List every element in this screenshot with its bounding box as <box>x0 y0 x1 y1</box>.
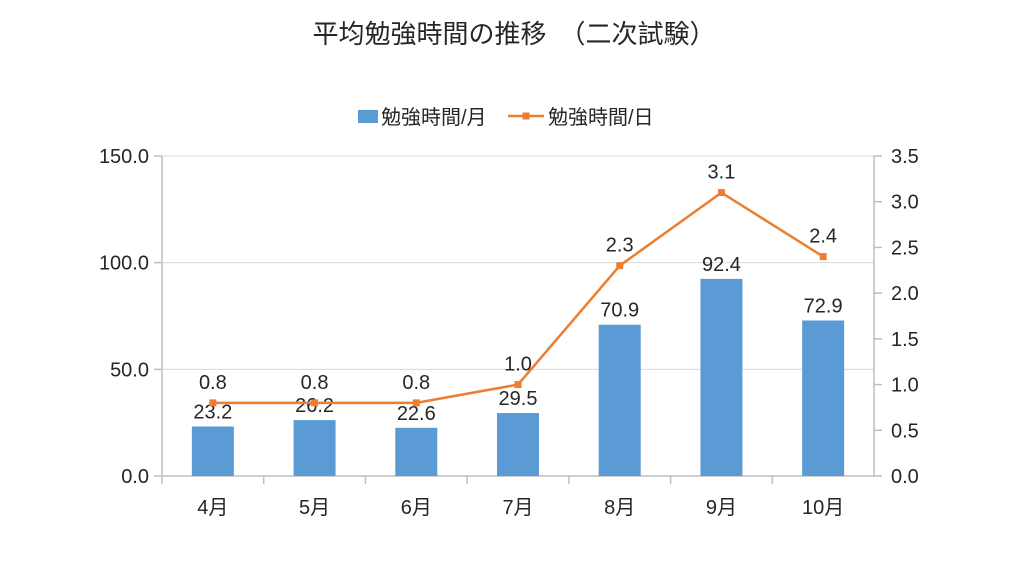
line-marker-icon <box>819 253 827 261</box>
line-value-label: 0.8 <box>402 372 430 394</box>
x-axis-category-label: 9月 <box>706 497 737 519</box>
left-axis-tick-label: 0.0 <box>121 466 149 488</box>
x-axis-category-label: 8月 <box>604 497 635 519</box>
bar-value-label: 23.2 <box>193 402 232 424</box>
left-axis-tick-label: 150.0 <box>99 146 149 168</box>
bar <box>293 420 336 476</box>
line-marker-icon <box>616 262 624 270</box>
gridlines <box>162 155 874 370</box>
bar-series <box>191 278 845 476</box>
line-data-labels: 0.8 0.8 0.8 1.0 2.3 3.1 2.4 <box>199 162 837 394</box>
bar-data-labels: 23.226.222.629.570.992.472.9 <box>193 254 842 425</box>
legend-label-bar-series: 勉強時間/月 <box>381 106 487 129</box>
bar-value-label: 72.9 <box>804 295 843 317</box>
x-axis-category-label: 4月 <box>197 497 228 519</box>
line-marker-icon <box>514 381 522 389</box>
bar-value-label: 22.6 <box>397 403 436 425</box>
right-axis-tick-label: 1.0 <box>891 375 919 397</box>
right-axis-tick-label: 2.0 <box>891 283 919 305</box>
right-axis-tick-label: 3.5 <box>891 146 919 168</box>
bar-value-label: 92.4 <box>702 254 741 276</box>
left-axis-tick-label: 50.0 <box>110 359 149 381</box>
line-marker-icon <box>311 399 319 407</box>
bar <box>497 413 539 476</box>
line-series <box>209 189 827 407</box>
line-value-label: 1.0 <box>504 354 532 376</box>
line-value-label: 0.8 <box>301 372 329 394</box>
legend-label-line-series: 勉強時間/日 <box>548 106 654 129</box>
bar <box>395 427 438 476</box>
right-axis-tick-label: 0.5 <box>891 420 919 442</box>
bar-value-label: 29.5 <box>499 388 538 410</box>
legend: 勉強時間/月 勉強時間/日 <box>358 106 654 129</box>
left-axis-tick-label: 100.0 <box>99 253 149 275</box>
axis-tick-labels: 0.0 50.0 100.0 150.0 0.0 0.5 1.0 1.5 2.0 2.5 3.0 3.… <box>99 146 919 519</box>
bar <box>802 320 845 476</box>
right-axis-tick-label: 3.0 <box>891 192 919 214</box>
line-marker-icon <box>412 399 420 407</box>
bar <box>700 278 743 476</box>
line-value-label: 0.8 <box>199 372 227 394</box>
x-axis-category-label: 5月 <box>299 497 330 519</box>
x-axis-category-label: 10月 <box>802 497 844 519</box>
line-marker-icon <box>717 189 725 197</box>
legend-line-marker-icon <box>522 112 530 120</box>
bar <box>191 426 234 476</box>
line-value-label: 3.1 <box>708 162 736 184</box>
legend-bar-swatch-icon <box>358 110 378 123</box>
x-axis-category-label: 7月 <box>502 497 533 519</box>
bar <box>598 324 641 476</box>
right-axis-tick-label: 2.5 <box>891 237 919 259</box>
line-marker-icon <box>209 399 217 407</box>
x-axis-category-label: 6月 <box>401 497 432 519</box>
line-value-label: 2.4 <box>809 226 837 248</box>
chart-title: 平均勉強時間の推移 （二次試験） <box>312 19 715 49</box>
right-axis-tick-label: 0.0 <box>891 466 919 488</box>
right-axis-tick-label: 1.5 <box>891 329 919 351</box>
line-value-label: 2.3 <box>606 235 634 257</box>
bar-value-label: 70.9 <box>600 300 639 322</box>
